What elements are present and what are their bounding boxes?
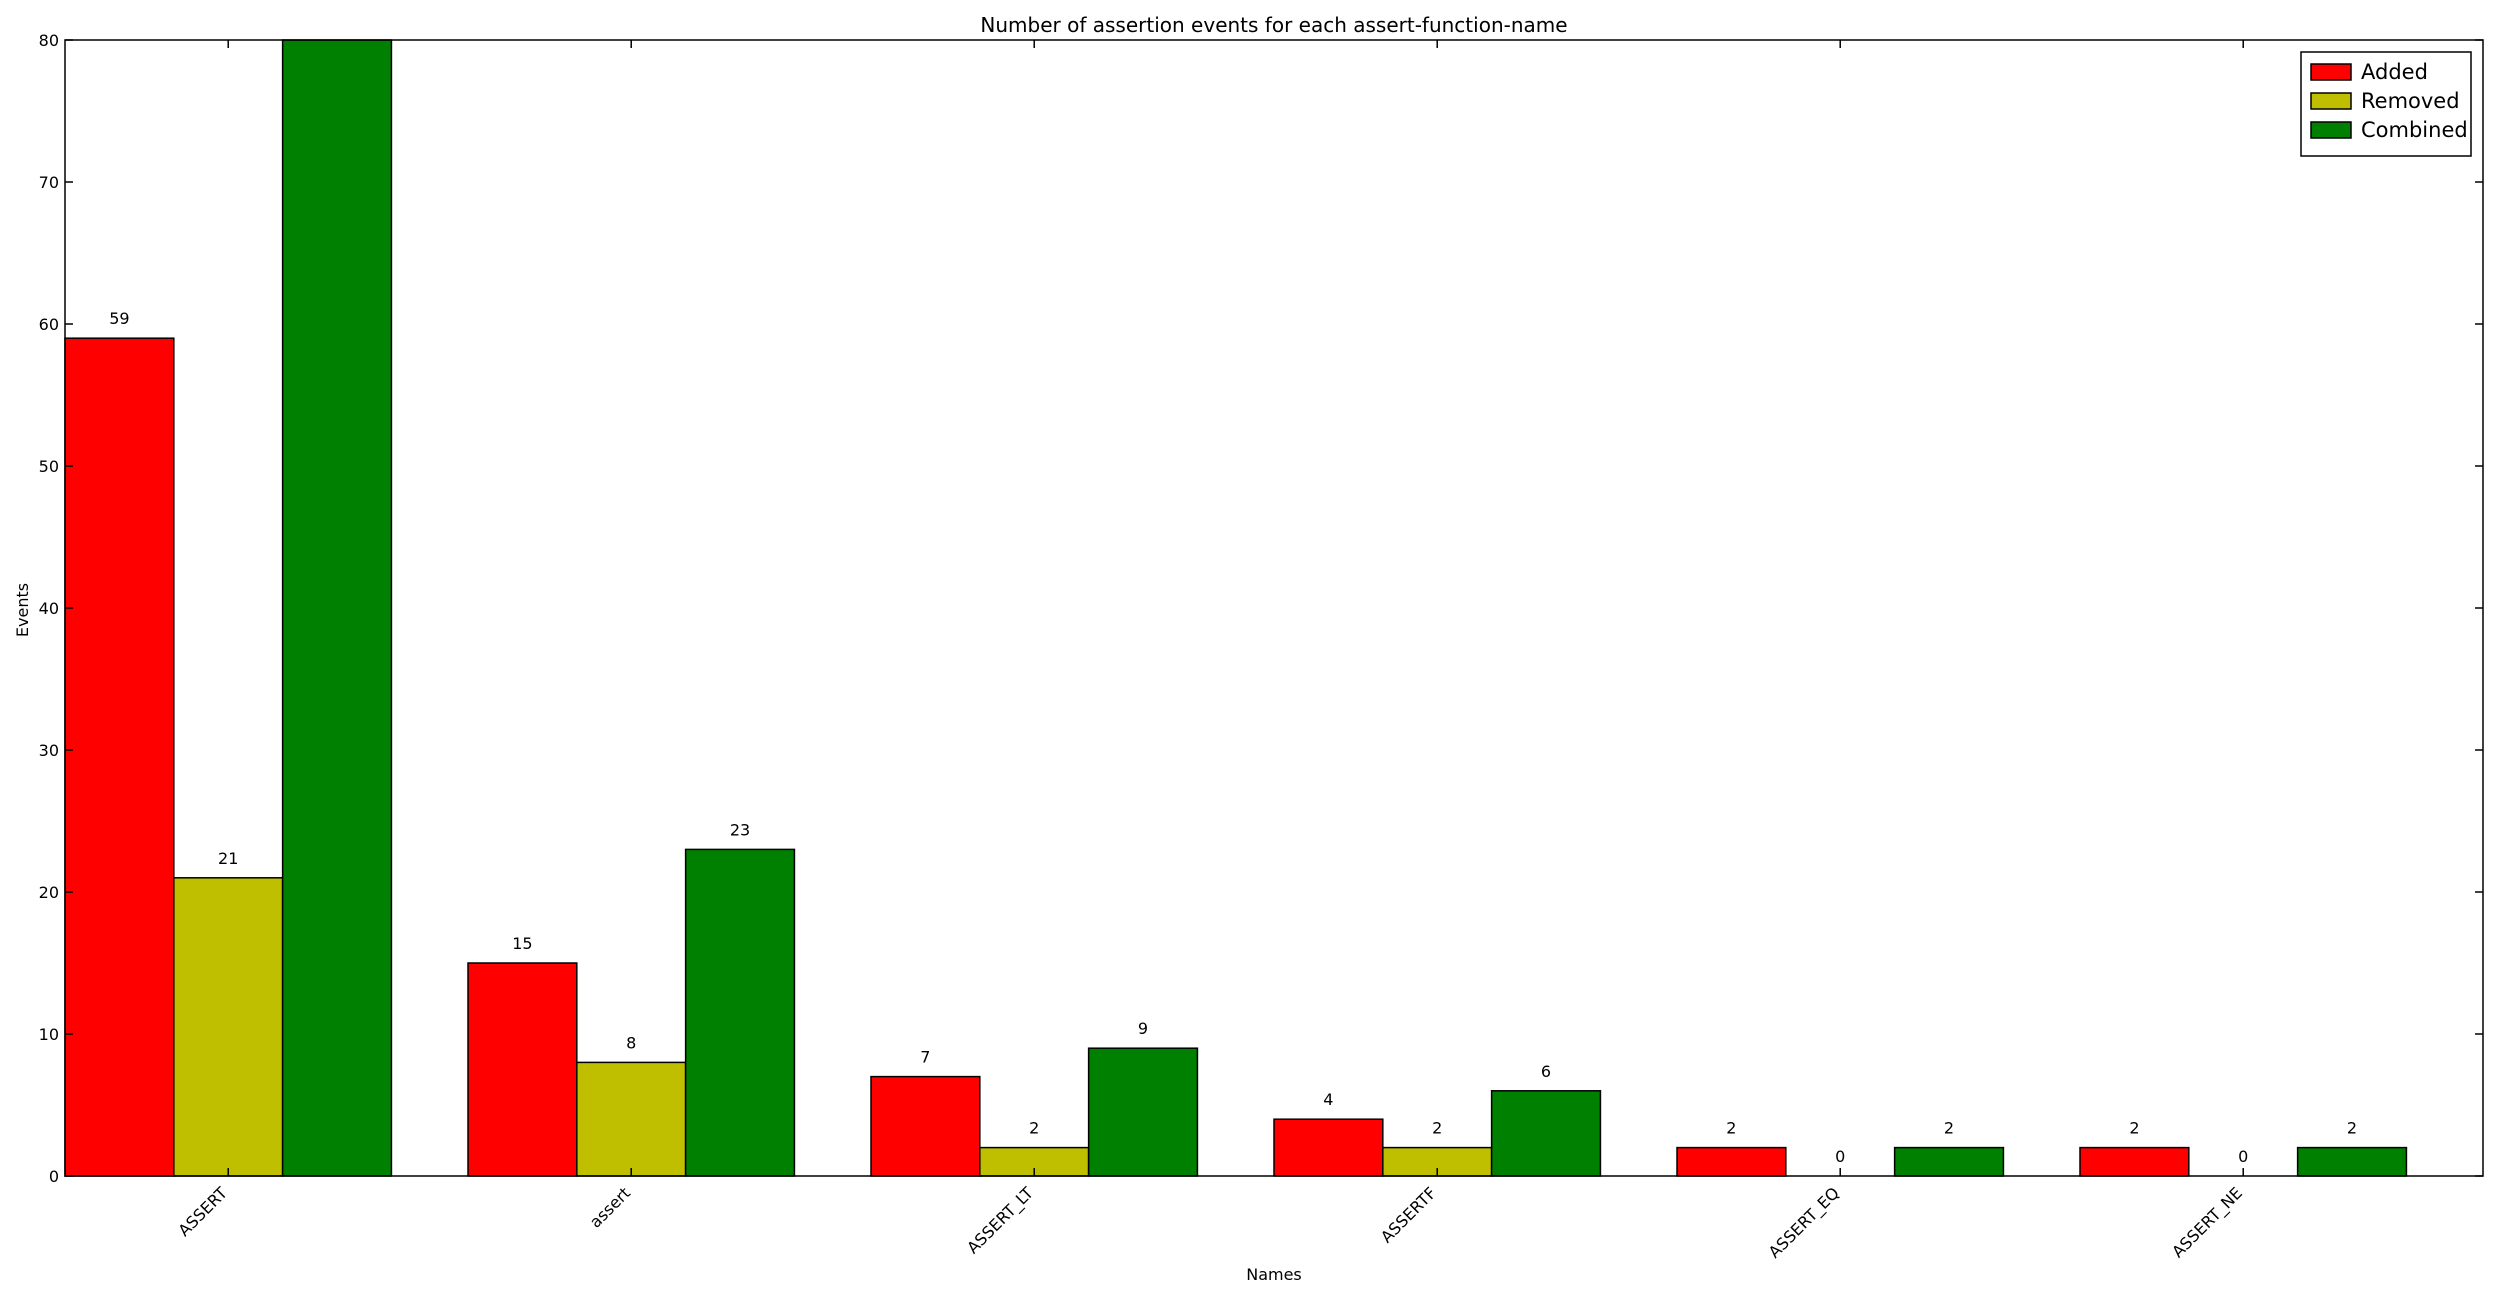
data-label-removed-assert_eq: 0 <box>1835 1147 1845 1166</box>
bar-removed-assert <box>173 877 284 1177</box>
y-tick-label: 30 <box>39 741 59 760</box>
x-tick-label-assert_lt: ASSERT_LT <box>963 1183 1038 1258</box>
y-tick-label: 10 <box>39 1025 59 1044</box>
bar-combined-assert_lt <box>1087 1047 1199 1177</box>
legend-label-added: Added <box>2361 60 2428 84</box>
legend-swatch-added <box>2310 63 2352 81</box>
bar-combined-assert <box>281 39 393 1177</box>
data-label-combined-assert_ne: 2 <box>2347 1119 2357 1138</box>
data-label-removed-assert: 8 <box>626 1033 636 1052</box>
data-label-added-assert_eq: 2 <box>1726 1119 1736 1138</box>
bar-added-assert <box>467 962 578 1177</box>
bar-added-assert <box>64 337 175 1177</box>
legend: Added Removed Combined <box>2300 51 2472 157</box>
x-tick-label-assert: assert <box>586 1183 634 1231</box>
bar-removed-assert <box>576 1061 687 1177</box>
data-label-removed-assert_ne: 0 <box>2238 1147 2248 1166</box>
bar-added-assert_eq <box>1676 1146 1787 1177</box>
y-tick-label: 80 <box>39 31 59 50</box>
bars-layer <box>64 39 2408 1177</box>
data-label-combined-assert_eq: 2 <box>1944 1119 1954 1138</box>
bar-added-assert_ne <box>2079 1146 2190 1177</box>
x-tick-label-assert_eq: ASSERT_EQ <box>1765 1183 1844 1262</box>
plot-frame <box>64 39 2484 1177</box>
y-tick-label: 70 <box>39 173 59 192</box>
bar-combined-assert_eq <box>1893 1146 2005 1177</box>
bar-added-assert_lt <box>870 1075 981 1177</box>
legend-swatch-removed <box>2310 92 2352 110</box>
legend-swatch-combined <box>2310 121 2352 139</box>
y-tick-label: 20 <box>39 883 59 902</box>
bar-added-assertf <box>1273 1118 1384 1177</box>
y-axis-label: Events <box>13 583 32 637</box>
x-tick-label-assert_ne: ASSERT_NE <box>2168 1183 2247 1262</box>
x-axis-label: Names <box>1246 1265 1302 1284</box>
data-label-removed-assert: 21 <box>218 849 238 868</box>
data-label-added-assertf: 4 <box>1323 1090 1333 1109</box>
y-tick-label: 40 <box>39 599 59 618</box>
x-tick-label-assert: ASSERT <box>174 1183 231 1240</box>
data-label-removed-assertf: 2 <box>1432 1119 1442 1138</box>
data-label-combined-assertf: 6 <box>1541 1062 1551 1081</box>
bar-combined-assertf <box>1490 1090 1602 1177</box>
chart-title: Number of assertion events for each asse… <box>980 13 1567 37</box>
bar-combined-assert <box>684 848 796 1177</box>
data-labels-layer: 59 21 15 8 23 7 2 9 4 2 6 2 0 2 2 0 2 <box>109 309 2357 1166</box>
data-label-added-assert: 15 <box>512 934 532 953</box>
y-tick-label: 0 <box>49 1167 59 1186</box>
data-label-added-assert_ne: 2 <box>2129 1119 2139 1138</box>
data-label-combined-assert: 23 <box>730 820 750 839</box>
data-label-added-assert_lt: 7 <box>920 1048 930 1067</box>
x-tick-label-assertf: ASSERTF <box>1377 1183 1440 1246</box>
y-tick-label: 50 <box>39 457 59 476</box>
data-label-removed-assert_lt: 2 <box>1029 1119 1039 1138</box>
legend-label-combined: Combined <box>2361 118 2468 142</box>
legend-label-removed: Removed <box>2361 89 2460 113</box>
data-label-combined-assert_lt: 9 <box>1138 1019 1148 1038</box>
data-label-added-assert: 59 <box>109 309 129 328</box>
y-tick-label: 60 <box>39 315 59 334</box>
bar-combined-assert_ne <box>2296 1146 2408 1177</box>
